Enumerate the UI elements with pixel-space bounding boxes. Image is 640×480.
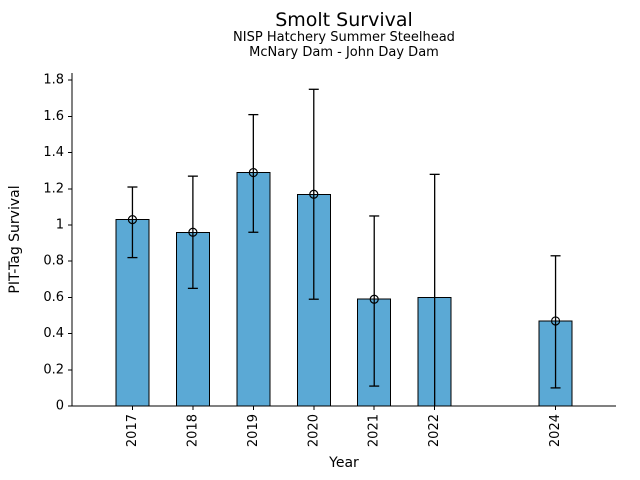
x-tick-label-2018: 2018 [185, 414, 200, 447]
x-tick-label-2017: 2017 [125, 414, 140, 447]
chart-subtitle-line2: McNary Dam - John Day Dam [249, 45, 439, 60]
chart-title: Smolt Survival [275, 9, 413, 31]
x-tick-label-2019: 2019 [246, 414, 261, 447]
y-tick-label-1.4: 1.4 [43, 145, 64, 160]
chart-subtitle-line1: NISP Hatchery Summer Steelhead [233, 30, 455, 45]
y-axis-label: PIT-Tag Survival [7, 185, 23, 293]
point-marker-2021 [369, 294, 379, 304]
y-tick-label-1.6: 1.6 [43, 109, 64, 124]
y-tick-label-1: 1 [56, 218, 64, 233]
x-tick-label-2022: 2022 [427, 414, 442, 447]
x-tick-label-2021: 2021 [367, 414, 382, 447]
point-marker-2018 [188, 227, 198, 237]
x-tick-label-2020: 2020 [306, 414, 321, 447]
y-tick-label-0.2: 0.2 [43, 362, 64, 377]
point-marker-2017 [127, 214, 138, 225]
point-marker-2024 [550, 316, 561, 326]
y-tick-label-1.2: 1.2 [43, 181, 64, 196]
x-axis-label: Year [328, 455, 359, 471]
y-tick-label-0.6: 0.6 [43, 290, 64, 305]
x-tick-label-2024: 2024 [548, 414, 563, 447]
y-tick-label-0: 0 [56, 399, 64, 414]
y-tick-label-0.4: 0.4 [43, 326, 64, 341]
point-marker-2019 [248, 167, 258, 178]
y-tick-label-0.8: 0.8 [43, 254, 64, 269]
point-marker-2020 [309, 189, 319, 199]
y-tick-label-1.8: 1.8 [43, 73, 64, 88]
